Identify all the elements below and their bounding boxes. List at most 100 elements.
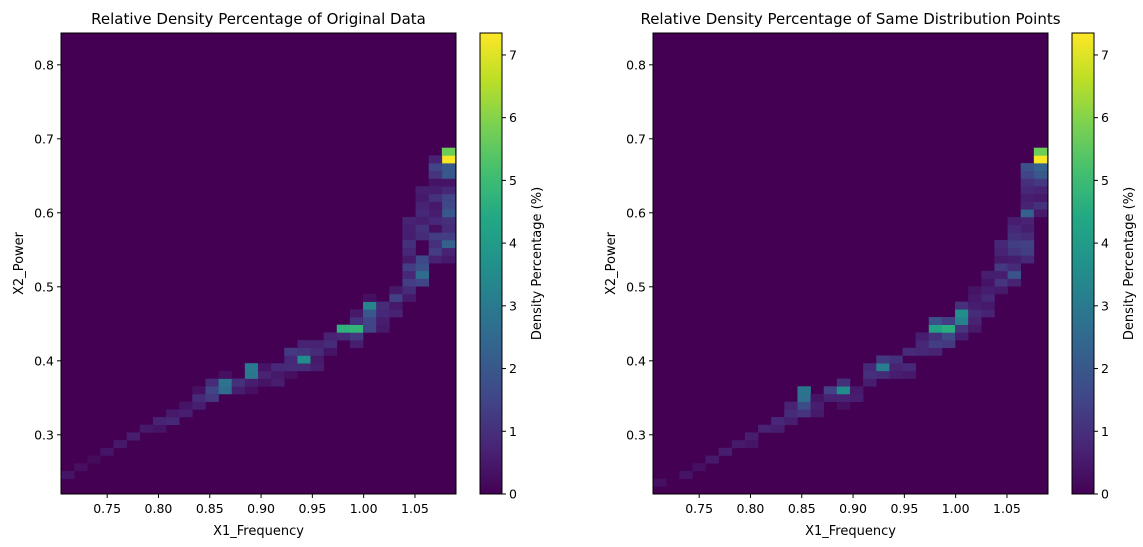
heatmap-cell — [1007, 216, 1022, 225]
left-heatmap-panel: 0.75 0.80 0.85 0.90 0.95 1.00 1.050.30.40.50.6… — [12, 10, 545, 539]
heatmap-cell — [205, 378, 219, 387]
heatmap-cell — [310, 363, 324, 372]
heatmap-cell — [928, 340, 943, 349]
heatmap-cell — [415, 209, 430, 218]
heatmap-cell — [113, 440, 127, 449]
x-tick-label: 0.95 — [890, 501, 918, 516]
heatmap-cell — [928, 332, 943, 341]
heatmap-cell — [441, 155, 456, 164]
heatmap-cell — [100, 447, 114, 456]
axes-frame — [60, 32, 457, 495]
heatmap-cell — [415, 232, 430, 241]
heatmap-cell — [653, 478, 667, 487]
heatmap-cell — [1033, 147, 1048, 156]
y-axis-label: X2_Power — [12, 231, 27, 295]
heatmap-cell — [310, 347, 324, 356]
heatmap-cell — [428, 224, 443, 233]
heatmap-cell — [415, 224, 430, 233]
heatmap-cell — [955, 301, 969, 310]
heatmap-cell — [441, 240, 456, 249]
heatmap-cell — [784, 401, 798, 410]
colorbar-label: Density Percentage (%) — [530, 187, 545, 340]
heatmap-cell — [955, 332, 969, 341]
heatmap-cell — [863, 370, 877, 379]
colorbar-tick-label: 2 — [509, 361, 517, 376]
heatmap-cell — [1007, 255, 1022, 264]
heatmap-cell — [297, 340, 311, 349]
heatmap-cell — [994, 270, 1008, 279]
y-tick-label: 0.5 — [626, 279, 646, 294]
heatmap-cell — [428, 163, 443, 172]
heatmap-cell — [968, 293, 982, 302]
heatmap-cell — [1007, 247, 1022, 256]
heatmap-cell — [1033, 155, 1048, 164]
heatmap-cell — [402, 263, 416, 272]
heatmap-cell — [1020, 170, 1035, 179]
heatmap-cell — [323, 332, 338, 341]
heatmap-cell — [441, 247, 456, 256]
colorbar-tick-label: 0 — [509, 487, 517, 502]
heatmap-cell — [784, 409, 798, 418]
heatmap-cell — [402, 224, 416, 233]
heatmap-cell — [994, 240, 1008, 249]
heatmap-cell — [797, 401, 811, 410]
heatmap-cell — [428, 178, 443, 187]
heatmap-cell — [376, 301, 390, 310]
heatmap-cell — [955, 324, 969, 333]
heatmap-cell — [889, 355, 903, 364]
heatmap-cell — [152, 424, 167, 433]
heatmap-cell — [1020, 201, 1035, 210]
heatmap-cell — [244, 363, 259, 372]
heatmap-cell — [771, 417, 785, 426]
heatmap-cell — [218, 378, 233, 387]
heatmap-cell — [271, 378, 285, 387]
heatmap-cell — [915, 340, 930, 349]
heatmap-cell — [441, 147, 456, 156]
heatmap-cell — [941, 332, 956, 341]
colorbar-tick-label: 3 — [509, 298, 517, 313]
colorbar-label: Density Percentage (%) — [1122, 187, 1137, 340]
heatmap-cell — [889, 363, 903, 372]
heatmap-cell — [441, 224, 456, 233]
heatmap-cell — [415, 263, 430, 272]
heatmap-cell — [428, 155, 443, 164]
heatmap-cell — [915, 347, 930, 356]
heatmap-cell — [981, 301, 995, 310]
colorbar — [479, 32, 503, 495]
heatmap-cell — [994, 247, 1008, 256]
heatmap-cell — [428, 232, 443, 241]
heatmap-cells — [653, 147, 1048, 487]
heatmap-cell — [441, 178, 456, 187]
heatmap-cell — [428, 255, 443, 264]
x-tick-label: 0.80 — [145, 501, 173, 516]
y-tick-label: 0.4 — [34, 353, 54, 368]
x-tick-label: 1.05 — [993, 501, 1021, 516]
heatmap-cell — [968, 316, 982, 325]
x-tick-label: 0.75 — [685, 501, 713, 516]
heatmap-cell — [428, 247, 443, 256]
heatmap-cell — [849, 393, 864, 402]
heatmap-cell — [284, 363, 298, 372]
heatmap-cell — [810, 393, 825, 402]
heatmap-cell — [363, 309, 377, 318]
heatmap-cell — [257, 378, 272, 387]
heatmap-cell — [994, 255, 1008, 264]
heatmap-cell — [771, 424, 785, 433]
heatmap-cell — [810, 409, 825, 418]
heatmap-cell — [74, 463, 88, 472]
heatmap-cell — [428, 170, 443, 179]
heatmap-cell — [205, 386, 219, 395]
heatmap-cell — [139, 424, 154, 433]
heatmap-cell — [758, 424, 772, 433]
colorbar-tick-label: 2 — [1101, 361, 1109, 376]
heatmap-cell — [441, 186, 456, 195]
heatmap-cell — [323, 340, 338, 349]
heatmap-cell — [336, 324, 351, 333]
x-tick-label: 0.80 — [737, 501, 765, 516]
heatmap-cell — [1020, 186, 1035, 195]
heatmap-cell — [679, 470, 693, 479]
heatmap-cell — [428, 186, 443, 195]
heatmap-cell — [994, 286, 1008, 295]
